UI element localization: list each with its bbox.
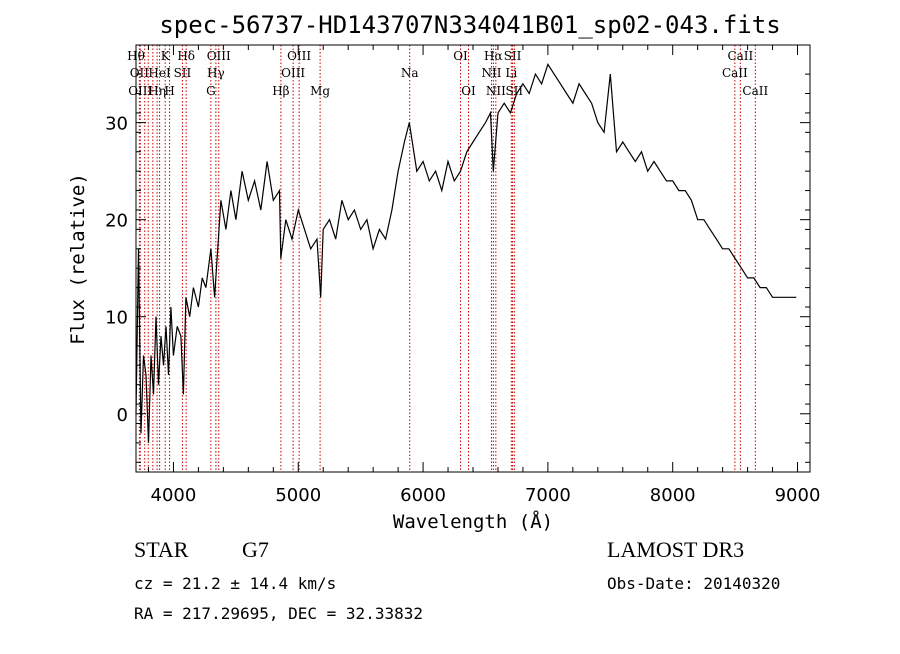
y-axis-label: Flux (relative)	[67, 173, 89, 345]
line-label: Mg	[310, 84, 330, 98]
line-label: H	[164, 84, 174, 98]
x-tick-label: 7000	[525, 485, 571, 506]
y-tick-label: 20	[105, 211, 128, 232]
coordinates: RA = 217.29695, DEC = 32.33832	[134, 604, 423, 623]
redshift-velocity: cz = 21.2 ± 14.4 km/s	[134, 574, 336, 593]
line-label: SII	[504, 49, 522, 63]
plot-frame	[135, 44, 811, 473]
spectral-line-labels: HθOIIOIIIHηHeIKHSIIHδGHγOIIIHβOIIIOIIIMg…	[127, 49, 768, 98]
line-label: OIII	[281, 66, 305, 80]
flux-series-line	[135, 63, 797, 443]
x-tick-label: 8000	[650, 485, 696, 506]
x-tick-label: 4000	[151, 485, 197, 506]
y-tick-label: 30	[105, 114, 128, 135]
x-tick-label: 9000	[775, 485, 821, 506]
line-label: OI	[461, 84, 476, 98]
chart-title: spec-56737-HD143707N334041B01_sp02-043.f…	[159, 11, 780, 39]
spectral-line-markers	[135, 45, 756, 472]
line-label: Na	[401, 66, 419, 80]
line-label: K	[161, 49, 171, 63]
line-label: Hβ	[272, 84, 289, 98]
line-label: Li	[505, 66, 517, 80]
x-tick-label: 6000	[400, 485, 446, 506]
line-label: NII	[486, 84, 506, 98]
observation-date: Obs-Date: 20140320	[607, 574, 780, 593]
x-axis-label: Wavelength (Å)	[393, 510, 553, 533]
x-tick-label: 5000	[275, 485, 321, 506]
line-label: Hγ	[207, 66, 225, 80]
line-label: OI	[453, 49, 468, 63]
line-label: SII	[505, 84, 523, 98]
line-label: OIII	[207, 49, 231, 63]
y-tick-label: 0	[117, 405, 128, 426]
line-label: NII	[481, 66, 501, 80]
object-subclass: G7	[242, 537, 269, 562]
x-axis-ticks: 4000 5000 6000 7000 8000 9000	[147, 45, 821, 506]
y-tick-label: 10	[105, 308, 128, 329]
line-label: HeI	[148, 66, 171, 80]
line-label: Hδ	[177, 49, 195, 63]
object-class: STAR	[134, 537, 189, 562]
line-label: OII	[130, 66, 150, 80]
line-label: CaII	[722, 66, 748, 80]
line-label: OIII	[287, 49, 311, 63]
line-label: Hη	[148, 84, 166, 98]
line-label: G	[206, 84, 216, 98]
line-label: CaII	[727, 49, 753, 63]
line-label: CaII	[742, 84, 768, 98]
survey-name: LAMOST DR3	[607, 537, 744, 562]
line-label: OIII	[128, 84, 152, 98]
line-label: Hα	[484, 49, 503, 63]
line-label: SII	[174, 66, 192, 80]
y-axis-ticks: 0 10 20 30	[105, 73, 810, 463]
